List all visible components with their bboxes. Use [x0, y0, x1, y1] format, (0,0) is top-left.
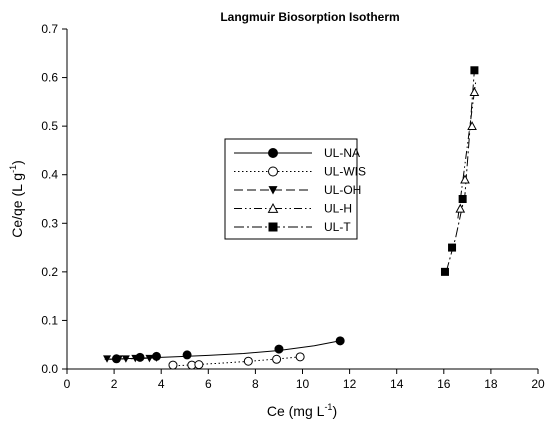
- x-tick-label: 18: [484, 377, 498, 391]
- legend-label-ul-t: UL-T: [324, 220, 351, 234]
- marker-ul-oh: [145, 354, 154, 363]
- y-tick-label: 0.0: [41, 362, 58, 376]
- y-axis-label: Ce/qe (L g-1): [8, 160, 25, 238]
- marker-ul-t: [440, 267, 449, 276]
- marker-ul-h: [469, 87, 480, 97]
- x-tick-label: 12: [343, 377, 357, 391]
- x-tick-label: 14: [390, 377, 404, 391]
- x-tick-label: 8: [252, 377, 259, 391]
- marker-ul-na: [182, 350, 192, 360]
- marker-ul-na: [274, 344, 284, 354]
- marker-ul-wis: [243, 356, 253, 366]
- x-tick-label: 6: [205, 377, 212, 391]
- marker-ul-oh: [103, 355, 112, 363]
- marker-legend-ul-wis: [268, 166, 278, 177]
- marker-legend-ul-t: [268, 222, 278, 232]
- y-tick-label: 0.5: [41, 119, 58, 133]
- marker-ul-wis: [272, 354, 282, 364]
- data-markers: [103, 66, 480, 370]
- x-tick-label: 20: [531, 377, 545, 391]
- y-tick-label: 0.3: [41, 216, 58, 230]
- y-tick-label: 0.7: [41, 22, 58, 36]
- legend-label-ul-na: UL-NA: [324, 146, 360, 160]
- y-tick-label: 0.4: [41, 168, 58, 182]
- fit-line-ul-t: [445, 70, 475, 273]
- marker-ul-oh: [121, 355, 130, 363]
- marker-ul-oh: [152, 354, 161, 362]
- y-tick-label: 0.6: [41, 71, 58, 85]
- legend-label-ul-wis: UL-WIS: [324, 165, 366, 179]
- marker-ul-wis: [295, 352, 305, 362]
- y-tick-label: 0.2: [41, 265, 58, 279]
- legend-label-ul-oh: UL-OH: [324, 183, 361, 197]
- marker-ul-h: [455, 203, 466, 213]
- marker-ul-oh: [114, 355, 123, 363]
- marker-ul-h: [467, 121, 477, 131]
- x-ticks: 0 2 4 6 8 10 12 14 16 18 20: [64, 369, 545, 391]
- x-tick-label: 0: [64, 377, 71, 391]
- x-tick-label: 4: [158, 377, 165, 391]
- x-tick-label: 10: [296, 377, 310, 391]
- chart-title: Langmuir Biosorption Isotherm: [220, 10, 399, 24]
- marker-ul-h: [460, 174, 470, 184]
- legend-box: [224, 138, 358, 240]
- x-tick-label: 2: [111, 377, 118, 391]
- y-ticks: 0.0 0.1 0.2 0.3 0.4 0.5 0.6 0.7: [41, 22, 67, 376]
- marker-legend-ul-na: [268, 148, 278, 158]
- marker-ul-t: [470, 66, 479, 75]
- marker-legend-ul-oh: [268, 186, 278, 195]
- marker-ul-oh: [131, 354, 140, 363]
- marker-ul-t: [448, 243, 457, 252]
- marker-ul-wis: [168, 360, 178, 370]
- y-tick-label: 0.1: [41, 313, 58, 327]
- x-tick-label: 16: [437, 377, 451, 391]
- marker-legend-ul-h: [267, 202, 279, 213]
- marker-ul-wis: [194, 360, 204, 370]
- marker-ul-na: [335, 336, 345, 346]
- fit-line-ul-wis: [170, 356, 301, 367]
- marker-ul-t: [458, 195, 467, 203]
- legend-label-ul-h: UL-H: [324, 202, 352, 216]
- x-axis-label: Ce (mg L-1): [267, 402, 337, 419]
- legend: UL-NA UL-WIS UL-OH UL-H UL-T: [224, 138, 366, 240]
